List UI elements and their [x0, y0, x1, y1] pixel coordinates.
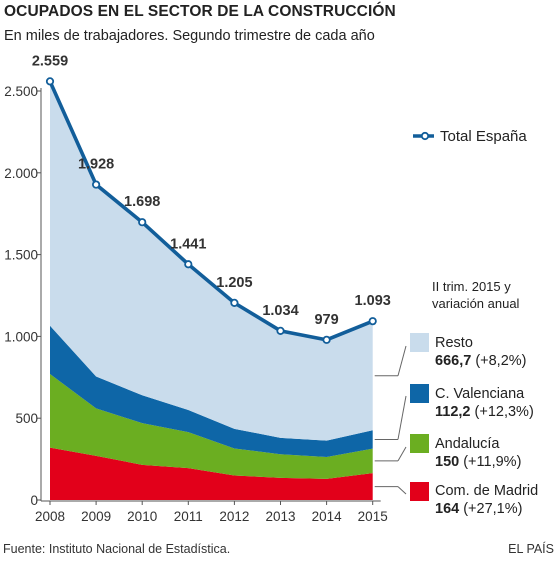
area-andalucia — [50, 374, 373, 479]
legend-note: II trim. 2015 y — [432, 279, 511, 294]
x-tick-label: 2011 — [174, 509, 203, 524]
y-tick-label: 500 — [15, 411, 38, 426]
y-tick-label: 0 — [30, 493, 38, 508]
x-tick-label: 2008 — [35, 509, 65, 524]
total-data-label: 2.559 — [32, 53, 68, 69]
total-point — [276, 326, 285, 335]
x-tick-label: 2009 — [81, 509, 111, 524]
y-tick-label: 2.000 — [4, 166, 38, 181]
total-point — [92, 180, 101, 189]
total-data-label: 1.441 — [170, 236, 206, 252]
y-tick-label: 1.000 — [4, 329, 38, 344]
y-tick-label: 2.500 — [4, 84, 38, 99]
total-point — [45, 77, 55, 86]
chart-subtitle: En miles de trabajadores. Segundo trimes… — [4, 28, 375, 44]
legend-leader-andalucia — [397, 446, 407, 462]
total-point — [184, 260, 193, 269]
area-resto — [50, 81, 373, 441]
legend-swatch-andalucia — [410, 434, 429, 453]
legend-note: variación anual — [432, 296, 520, 311]
area-madrid — [50, 447, 373, 500]
y-tick-label: 1.500 — [4, 248, 38, 263]
total-point — [322, 335, 331, 344]
legend-total-label: Total España — [440, 128, 527, 145]
chart-title: OCUPADOS EN EL SECTOR DE LA CONSTRUCCIÓN — [4, 3, 396, 20]
total-point — [138, 218, 147, 227]
area-valenciana — [50, 325, 373, 457]
source-note: Fuente: Instituto Nacional de Estadístic… — [3, 542, 231, 556]
total-data-label: 1.034 — [262, 303, 298, 319]
legend-value-madrid: 164 (+27,1%) — [435, 501, 522, 517]
legend-name-resto: Resto — [435, 335, 473, 351]
total-data-label: 1.093 — [355, 293, 391, 309]
brand-label: EL PAÍS — [508, 542, 554, 556]
legend-leader-resto — [397, 345, 407, 376]
legend-name-madrid: Com. de Madrid — [435, 483, 538, 499]
legend-swatch-valenciana — [410, 384, 429, 403]
legend-total-marker — [420, 131, 430, 141]
x-tick-label: 2012 — [219, 509, 249, 524]
x-tick-label: 2015 — [358, 509, 388, 524]
legend-value-resto: 666,7 (+8,2%) — [435, 353, 527, 369]
legend-value-andalucia: 150 (+11,9%) — [435, 454, 521, 470]
legend-swatch-madrid — [410, 482, 429, 501]
total-point — [230, 298, 239, 307]
legend-leader-valenciana — [397, 395, 407, 440]
x-tick-label: 2013 — [265, 509, 295, 524]
x-tick-label: 2010 — [127, 509, 157, 524]
total-data-label: 1.928 — [78, 157, 114, 173]
legend-value-valenciana: 112,2 (+12,3%) — [435, 404, 534, 420]
legend-leader-madrid — [397, 486, 407, 495]
total-data-label: 979 — [314, 312, 338, 328]
legend-name-andalucia: Andalucía — [435, 436, 500, 452]
total-series-line — [48, 79, 375, 342]
legend-name-valenciana: C. Valenciana — [435, 386, 525, 402]
legend-swatch-resto — [410, 333, 429, 352]
total-data-label: 1.205 — [216, 275, 252, 291]
x-tick-label: 2014 — [312, 509, 343, 524]
total-point — [368, 317, 377, 326]
total-data-label: 1.698 — [124, 194, 160, 210]
